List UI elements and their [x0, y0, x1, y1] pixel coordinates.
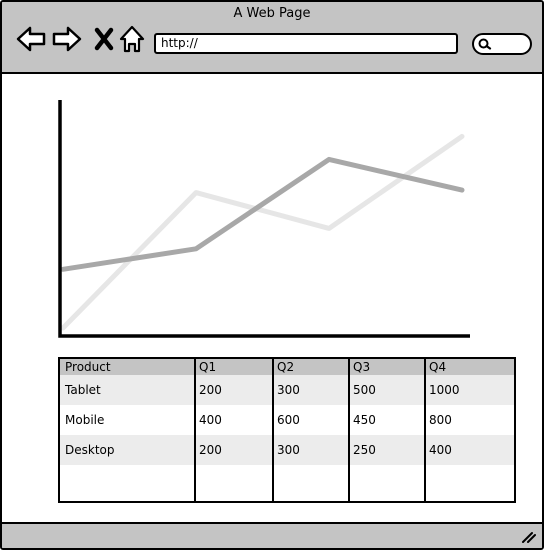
table-cell: 200	[199, 443, 222, 457]
column-divider	[272, 359, 274, 501]
chart-axes	[58, 100, 470, 338]
table-cell: 450	[353, 413, 376, 427]
line-chart	[58, 100, 470, 338]
header-q3: Q3	[353, 360, 371, 374]
back-arrow-icon[interactable]	[16, 24, 46, 54]
table-cell: 600	[277, 413, 300, 427]
table-cell: 500	[353, 383, 376, 397]
header-product: Product	[65, 360, 111, 374]
address-bar[interactable]: http://	[154, 33, 458, 54]
table-header-bg	[60, 359, 514, 375]
url-text: http://	[161, 36, 198, 50]
column-divider	[424, 359, 426, 501]
title-bar: A Web Page http://	[2, 2, 542, 74]
table-cell: 1000	[429, 383, 460, 397]
series-line-1	[60, 133, 465, 331]
home-icon[interactable]	[118, 24, 148, 54]
forward-arrow-icon[interactable]	[52, 24, 82, 54]
header-q4: Q4	[429, 360, 447, 374]
table-cell: 300	[277, 383, 300, 397]
table-cell: Tablet	[65, 383, 101, 397]
table-cell: 250	[353, 443, 376, 457]
table-row-stripe	[60, 435, 514, 465]
status-bar	[2, 522, 542, 548]
table-cell: Desktop	[65, 443, 115, 457]
search-icon	[478, 38, 492, 50]
table-cell: 400	[429, 443, 452, 457]
resize-grip-icon[interactable]	[520, 528, 536, 544]
table-cell: 200	[199, 383, 222, 397]
series-line-2	[60, 156, 465, 272]
table-cell: Mobile	[65, 413, 105, 427]
search-box[interactable]	[472, 33, 532, 55]
column-divider	[348, 359, 350, 501]
window-title: A Web Page	[233, 6, 311, 21]
table-row-stripe	[60, 375, 514, 405]
header-q2: Q2	[277, 360, 295, 374]
close-icon[interactable]	[90, 24, 120, 54]
table-cell: 400	[199, 413, 222, 427]
table-cell: 800	[429, 413, 452, 427]
column-divider	[194, 359, 196, 501]
header-q1: Q1	[199, 360, 217, 374]
data-table: Product Q1 Q2 Q3 Q4 Tablet 200 300 500 1…	[58, 357, 516, 503]
table-cell: 300	[277, 443, 300, 457]
